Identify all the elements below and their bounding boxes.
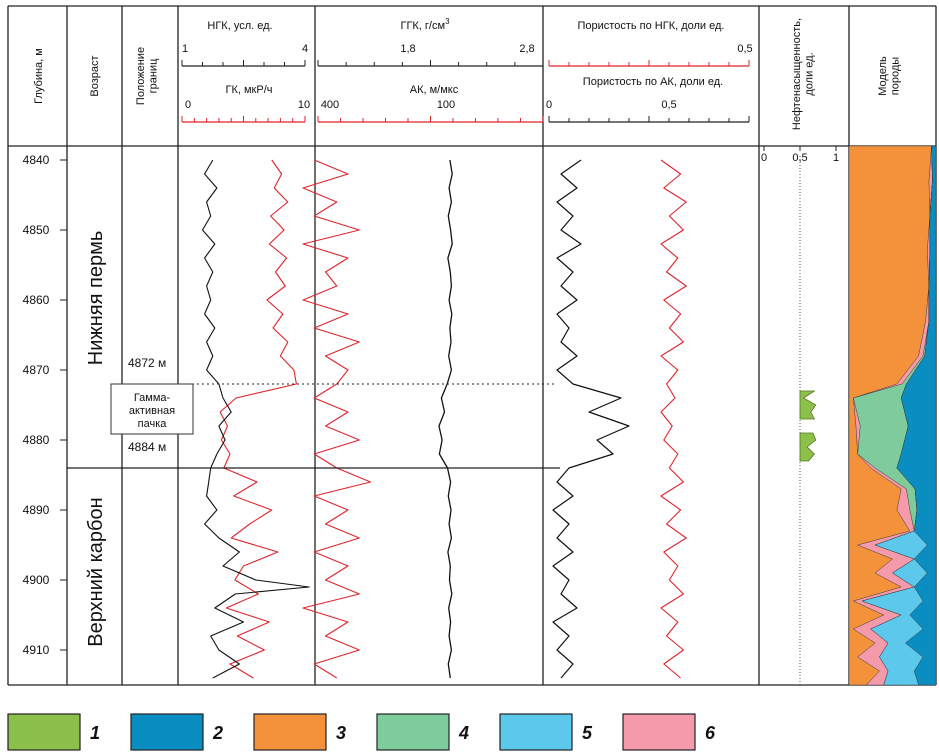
- oil-saturation-interval: [799, 432, 817, 462]
- rock-model-layer-2: [896, 145, 937, 686]
- age-column-title: Возраст: [89, 55, 101, 96]
- ak-curve: [438, 159, 453, 679]
- legend-label-3: 3: [336, 723, 346, 743]
- depth-column-title: Глубина, м: [33, 48, 45, 104]
- gk-tick-max: 10: [298, 99, 310, 111]
- legend-swatch-3: [253, 713, 327, 751]
- age-lower-permian: Нижняя пермь: [85, 231, 107, 366]
- legend-label-1: 1: [90, 723, 100, 743]
- depth-label: 4890: [23, 503, 50, 517]
- model-column-title: Модельпороды: [877, 56, 902, 96]
- por-ngk-curve: [660, 159, 687, 679]
- ggk-title-sup: 3: [445, 17, 450, 26]
- ak-tick-1: 400: [321, 99, 339, 111]
- legend-swatch-5: [499, 713, 573, 751]
- legend-label-2: 2: [212, 723, 223, 743]
- ngk-curve: [201, 159, 310, 679]
- ggk-tick-1: 1,8: [400, 43, 415, 55]
- ngk-tick-min: 1: [182, 43, 188, 55]
- legend-label-6: 6: [705, 723, 716, 743]
- legend-swatch-6: [622, 713, 696, 751]
- por-ngk-title: Пористость по НГК, доли ед.: [578, 20, 725, 32]
- depth-label: 4880: [23, 433, 50, 447]
- oil-saturation-interval: [799, 390, 817, 420]
- ggk-title-main: ГГК, г/см: [400, 20, 445, 32]
- ak-tick-2: 100: [437, 99, 455, 111]
- oil-tick-0: 0: [761, 152, 767, 164]
- oil-tick-1: 1: [833, 152, 839, 164]
- age-labels: Нижняя пермь Верхний карбон: [85, 231, 107, 647]
- age-upper-carboniferous: Верхний карбон: [85, 497, 107, 646]
- por-ak-tick-max: 0,5: [661, 99, 676, 111]
- depth-label: 4870: [23, 363, 50, 377]
- title-line: Модель: [877, 56, 889, 96]
- plot-area: [67, 145, 937, 686]
- depth-label: 4910: [23, 643, 50, 657]
- header-axes: [181, 60, 849, 151]
- boundary-label-bottom: 4884 м: [128, 440, 166, 454]
- title-line: Нефтенасыщенность,: [791, 18, 803, 130]
- depth-label: 4850: [23, 223, 50, 237]
- gamma-pack-box: [110, 383, 194, 435]
- title-line: доли ед.: [804, 52, 816, 95]
- por-ak-curve: [552, 159, 630, 679]
- boundaries-column-title: Положениеграниц: [135, 47, 160, 105]
- legend: 1 2 3 4 5 6: [7, 713, 716, 751]
- boundary-annotations: 4872 м 4884 м Гамма- активная пачка: [110, 356, 194, 454]
- por-ak-title: Пористость по АК, доли ед.: [583, 76, 723, 88]
- ggk-curve: [302, 159, 372, 679]
- gamma-pack-line-1: Гамма-: [134, 392, 171, 404]
- depth-label: 4860: [23, 293, 50, 307]
- por-ak-tick-min: 0: [546, 99, 552, 111]
- legend-swatch-2: [130, 713, 204, 751]
- por-ngk-tick-max: 0,5: [737, 43, 752, 55]
- legend-swatch-4: [376, 713, 450, 751]
- oil-column-title: Нефтенасыщенность,доли ед.: [791, 18, 816, 130]
- ngk-tick-max: 4: [302, 43, 308, 55]
- header: Глубина, м Возраст Положениеграниц НГК, …: [33, 17, 902, 164]
- legend-label-4: 4: [458, 723, 469, 743]
- gk-title: ГК, мкР/ч: [226, 84, 273, 96]
- gk-curve: [219, 159, 297, 679]
- title-line: Положение: [135, 47, 147, 105]
- ngk-title: НГК, усл. ед.: [207, 20, 272, 32]
- title-line: границ: [148, 58, 160, 93]
- ak-title: АК, м/мкс: [410, 84, 459, 96]
- gamma-pack-line-2: активная: [129, 405, 175, 417]
- ggk-title: ГГК, г/см3: [400, 17, 450, 32]
- ggk-tick-2: 2,8: [519, 43, 534, 55]
- gk-tick-min: 0: [185, 99, 191, 111]
- oil-tick-05: 0,5: [792, 152, 807, 164]
- gamma-pack-line-3: пачка: [138, 418, 168, 430]
- title-line: породы: [890, 57, 902, 95]
- depth-label: 4900: [23, 573, 50, 587]
- depth-axis: 4840 4850 4860 4870 4880 4890 4900 4910: [23, 153, 67, 657]
- legend-label-5: 5: [582, 723, 593, 743]
- depth-label: 4840: [23, 153, 50, 167]
- boundary-label-top: 4872 м: [128, 356, 166, 370]
- legend-swatch-1: [7, 713, 81, 751]
